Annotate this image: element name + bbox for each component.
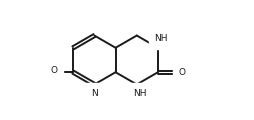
- Text: N: N: [91, 89, 98, 98]
- Text: O: O: [51, 66, 58, 75]
- Text: NH: NH: [154, 34, 168, 43]
- Text: O: O: [179, 68, 186, 77]
- Text: NH: NH: [133, 89, 147, 98]
